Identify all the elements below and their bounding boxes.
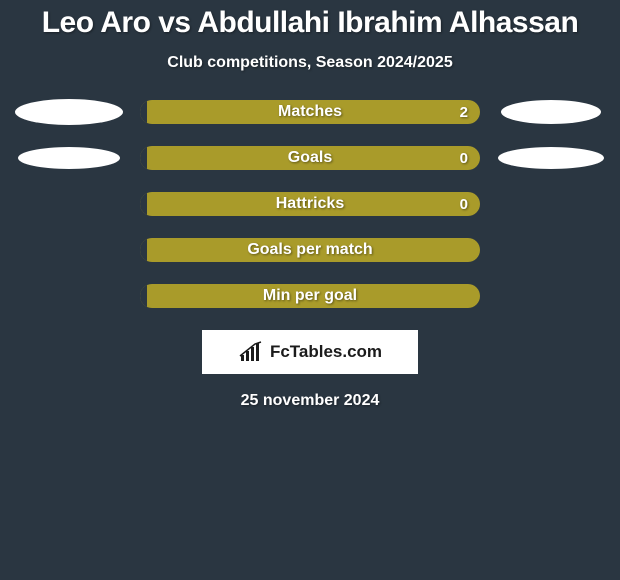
page: Leo Aro vs Abdullahi Ibrahim Alhassan Cl… bbox=[0, 0, 620, 580]
stat-row: Matches2 bbox=[0, 100, 620, 124]
stat-value: 0 bbox=[460, 146, 468, 170]
stats-block: Matches2Goals0Hattricks0Goals per matchM… bbox=[0, 100, 620, 308]
logo-box: FcTables.com bbox=[202, 330, 418, 374]
stat-label: Hattricks bbox=[140, 192, 480, 216]
stat-value: 0 bbox=[460, 192, 468, 216]
stat-value: 2 bbox=[460, 100, 468, 124]
logo: FcTables.com bbox=[238, 341, 382, 363]
left-ellipse-slot bbox=[20, 147, 140, 169]
left-ellipse-slot bbox=[20, 99, 140, 125]
right-ellipse-slot bbox=[480, 147, 600, 169]
right-ellipse-slot bbox=[480, 100, 600, 124]
stat-bar: Goals per match bbox=[140, 238, 480, 262]
player-right-ellipse bbox=[498, 147, 604, 169]
stat-row: Hattricks0 bbox=[0, 192, 620, 216]
stat-row: Min per goal bbox=[0, 284, 620, 308]
date-line: 25 november 2024 bbox=[0, 392, 620, 410]
subtitle: Club competitions, Season 2024/2025 bbox=[0, 54, 620, 72]
stat-label: Goals per match bbox=[140, 238, 480, 262]
stat-bar: Goals0 bbox=[140, 146, 480, 170]
page-title: Leo Aro vs Abdullahi Ibrahim Alhassan bbox=[0, 6, 620, 40]
player-left-ellipse bbox=[15, 99, 123, 125]
stat-row: Goals0 bbox=[0, 146, 620, 170]
stat-row: Goals per match bbox=[0, 238, 620, 262]
stat-label: Goals bbox=[140, 146, 480, 170]
player-left-ellipse bbox=[18, 147, 120, 169]
stat-bar: Hattricks0 bbox=[140, 192, 480, 216]
player-right-ellipse bbox=[501, 100, 601, 124]
barchart-icon bbox=[238, 341, 264, 363]
stat-bar: Matches2 bbox=[140, 100, 480, 124]
stat-label: Matches bbox=[140, 100, 480, 124]
stat-bar: Min per goal bbox=[140, 284, 480, 308]
logo-text: FcTables.com bbox=[270, 342, 382, 362]
stat-label: Min per goal bbox=[140, 284, 480, 308]
